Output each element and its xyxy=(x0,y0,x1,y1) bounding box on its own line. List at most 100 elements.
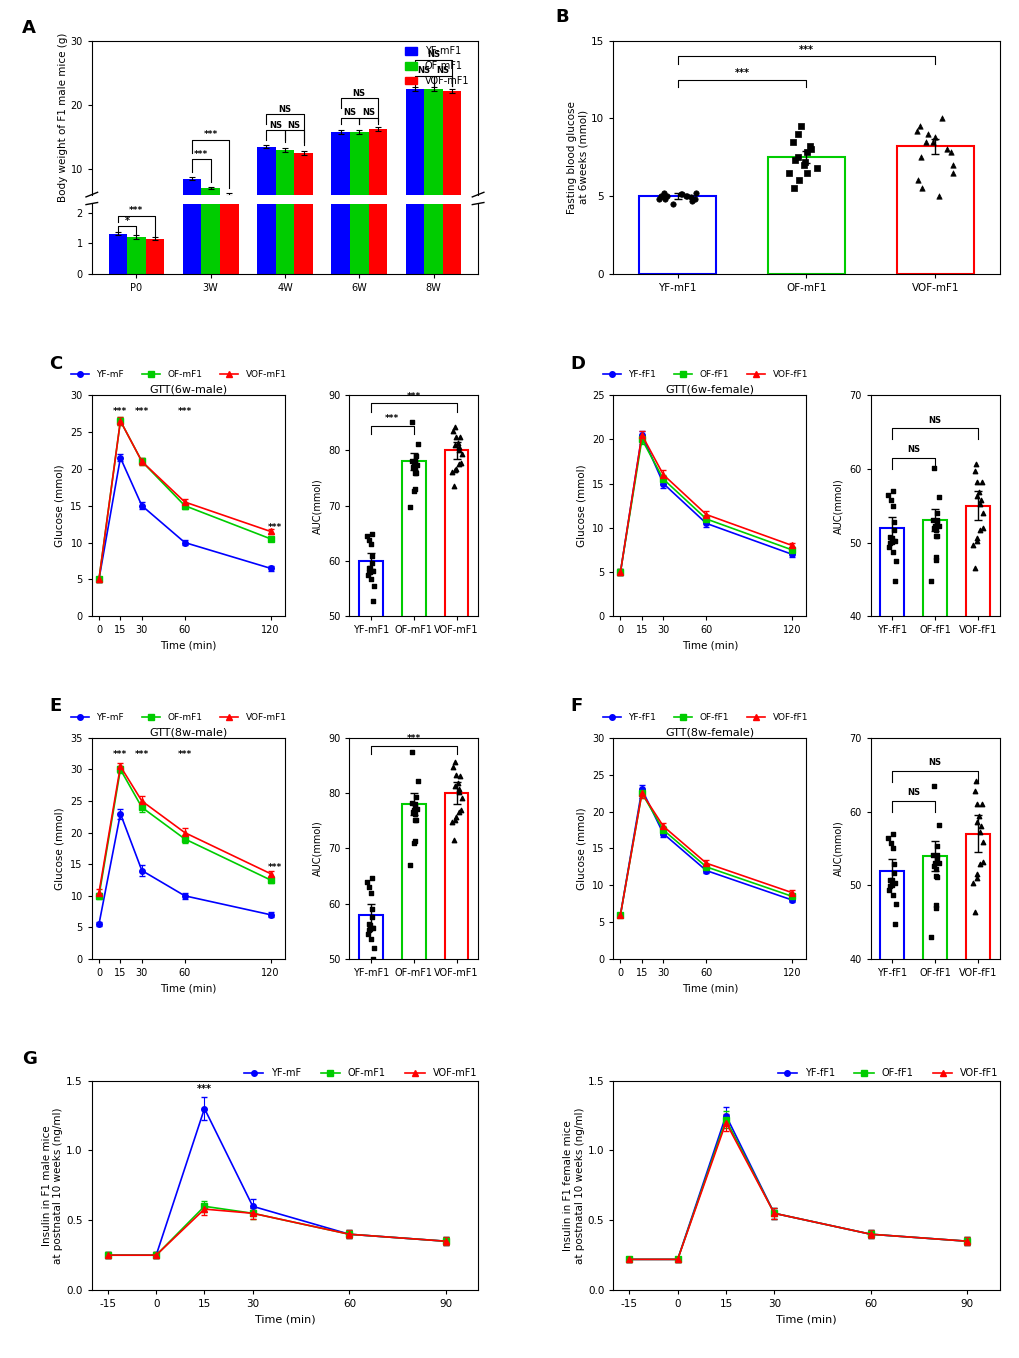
Point xyxy=(881,489,898,511)
Point xyxy=(881,875,898,896)
Bar xyxy=(182,179,201,234)
Point xyxy=(971,822,987,843)
Bar xyxy=(127,225,146,234)
Y-axis label: Glucose (mmol): Glucose (mmol) xyxy=(576,464,586,547)
Point xyxy=(358,870,374,892)
Text: ***: *** xyxy=(268,523,282,532)
Point xyxy=(360,919,376,941)
Point xyxy=(965,779,981,801)
Bar xyxy=(444,793,468,1236)
Bar xyxy=(879,528,903,911)
Point xyxy=(407,809,423,831)
Point xyxy=(450,439,467,460)
Point xyxy=(658,185,675,206)
Point xyxy=(881,869,898,891)
Point xyxy=(966,902,982,923)
Point xyxy=(795,153,811,175)
Point xyxy=(884,862,901,884)
Point xyxy=(933,107,950,129)
Point xyxy=(971,493,987,515)
Point xyxy=(972,489,988,511)
Bar xyxy=(368,0,387,273)
Bar xyxy=(767,158,845,273)
Point xyxy=(929,851,946,873)
Point xyxy=(927,894,944,915)
Bar xyxy=(350,132,368,234)
Point xyxy=(973,517,989,539)
Point xyxy=(452,452,469,474)
Bar xyxy=(257,147,275,234)
Point xyxy=(881,527,898,549)
Point xyxy=(682,186,698,208)
Text: A: A xyxy=(22,19,36,37)
Text: ***: *** xyxy=(268,862,282,872)
Point xyxy=(365,559,381,581)
Point xyxy=(445,475,462,497)
Point xyxy=(926,549,943,570)
Point xyxy=(360,561,376,583)
Point xyxy=(879,483,896,505)
Point xyxy=(409,770,425,792)
Point xyxy=(404,793,420,815)
Point xyxy=(880,536,897,558)
Text: ***: *** xyxy=(177,750,192,759)
Text: ***: *** xyxy=(177,406,192,416)
X-axis label: Time (min): Time (min) xyxy=(160,983,216,994)
Point xyxy=(407,451,423,473)
Point xyxy=(883,838,900,860)
Point xyxy=(968,793,984,815)
Point xyxy=(361,530,377,551)
Bar xyxy=(293,0,313,273)
Point xyxy=(409,433,425,455)
Point xyxy=(664,193,681,215)
Text: ***: *** xyxy=(734,68,749,77)
Point xyxy=(908,120,924,141)
Text: NS: NS xyxy=(278,105,291,114)
Text: NS: NS xyxy=(928,758,941,767)
Point xyxy=(363,568,379,589)
Point xyxy=(677,185,693,206)
Point xyxy=(968,471,984,493)
Point xyxy=(678,185,694,206)
Point xyxy=(405,801,421,823)
Bar xyxy=(424,0,442,273)
Point xyxy=(883,494,900,516)
Point xyxy=(930,815,947,837)
Point xyxy=(964,534,980,555)
Point xyxy=(883,884,900,906)
Point xyxy=(967,770,983,792)
Point xyxy=(790,147,806,168)
Point xyxy=(406,832,422,854)
Point xyxy=(444,420,461,441)
Point xyxy=(790,124,806,145)
Bar xyxy=(359,915,382,1236)
Point xyxy=(446,435,463,456)
Legend: YF-fF1, OF-fF1, VOF-fF1: YF-fF1, OF-fF1, VOF-fF1 xyxy=(599,367,811,383)
Point xyxy=(909,170,925,191)
Bar xyxy=(201,61,220,273)
Point xyxy=(450,778,467,800)
Text: G: G xyxy=(22,1050,37,1067)
Point xyxy=(407,803,423,824)
Bar xyxy=(293,153,313,234)
Bar xyxy=(350,0,368,273)
Point xyxy=(884,481,901,502)
Point xyxy=(928,512,945,534)
Point xyxy=(926,515,943,536)
Point xyxy=(924,509,941,531)
Point xyxy=(965,460,981,482)
Point xyxy=(927,526,944,547)
Point xyxy=(964,872,980,894)
Legend: YF-mF, OF-mF1, VOF-mF1: YF-mF, OF-mF1, VOF-mF1 xyxy=(67,709,289,725)
Point xyxy=(884,853,901,875)
Legend: YF-fF1, OF-fF1, VOF-fF1: YF-fF1, OF-fF1, VOF-fF1 xyxy=(599,709,811,725)
Point xyxy=(798,141,814,163)
Point xyxy=(917,130,933,152)
Point xyxy=(799,162,815,183)
Point xyxy=(687,182,703,204)
Point xyxy=(808,158,824,179)
Point xyxy=(913,178,929,200)
Point xyxy=(802,139,818,160)
Point xyxy=(880,879,897,900)
Point xyxy=(444,756,461,778)
